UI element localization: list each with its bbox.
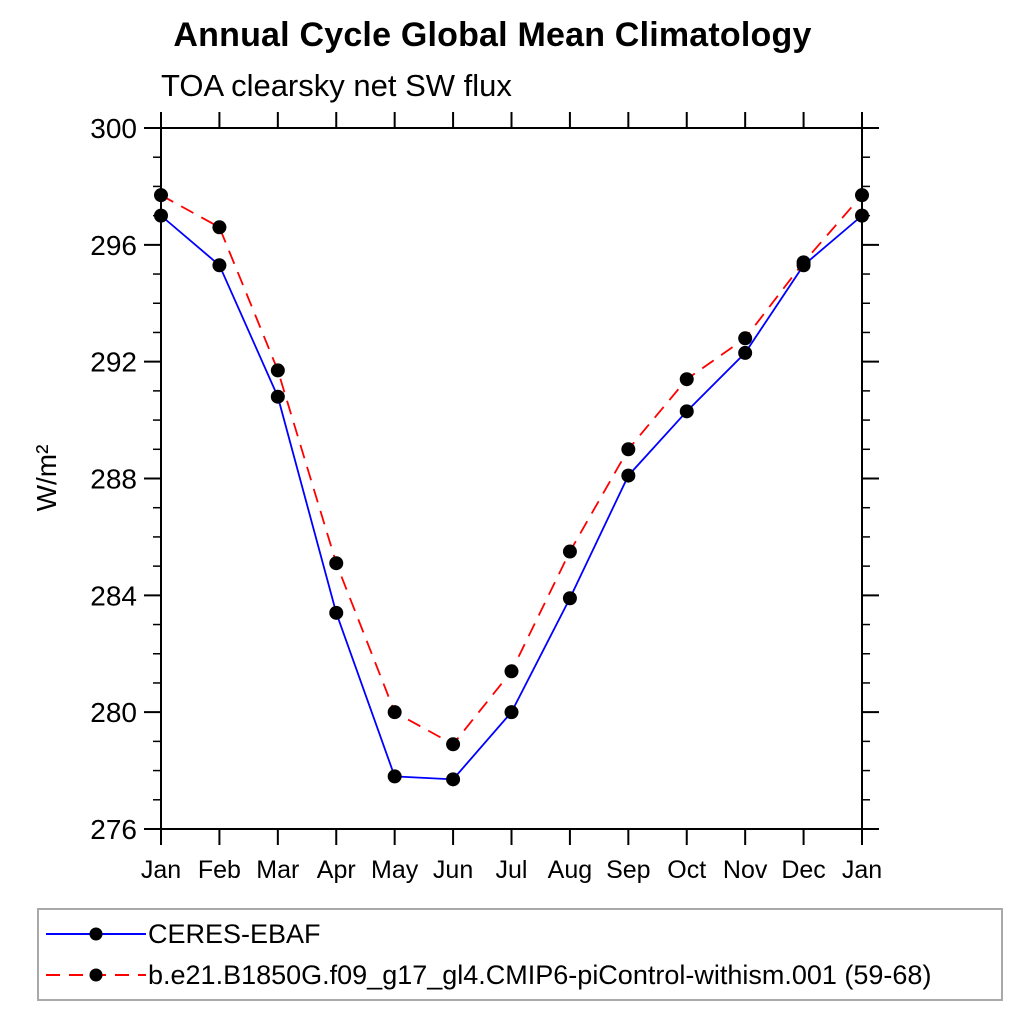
data-point-marker-s1: [387, 705, 402, 720]
data-point-marker-s0: [446, 772, 461, 787]
chart-subtitle: TOA clearsky net SW flux: [161, 68, 512, 103]
data-point-marker-s0: [738, 345, 753, 360]
data-point-marker-s1: [679, 372, 694, 387]
x-tick-label: Sep: [606, 856, 650, 884]
data-point-marker-s1: [154, 188, 168, 203]
data-point-marker-s1: [329, 556, 344, 571]
x-tick-label: Aug: [548, 856, 592, 884]
legend-line-sample-1: [46, 968, 146, 982]
y-tick-label: 288: [90, 464, 137, 495]
data-point-marker-s1: [621, 442, 636, 457]
x-tick-label: Dec: [781, 856, 825, 884]
legend-marker-icon: [89, 927, 103, 941]
chart-title: Annual Cycle Global Mean Climatology: [173, 16, 812, 54]
legend-label-0: CERES-EBAF: [148, 918, 321, 949]
data-point-marker-s1: [504, 664, 519, 679]
y-tick-label: 280: [90, 697, 137, 728]
data-point-marker-s1: [446, 737, 461, 752]
series-line-1: [160, 194, 863, 746]
y-tick-label: 300: [90, 113, 137, 144]
x-tick-label: Jan: [842, 856, 882, 884]
data-point-marker-s0: [270, 389, 285, 404]
x-tick-label: Jan: [141, 856, 181, 884]
series-line-0: [160, 214, 863, 781]
x-tick-label: Jul: [496, 856, 528, 884]
x-tick-label: Nov: [723, 856, 768, 884]
x-tick-label: Feb: [198, 856, 241, 884]
legend-item-0: CERES-EBAF: [39, 914, 1001, 955]
legend-label-1: b.e21.B1850G.f09_g17_gl4.CMIP6-piControl…: [148, 959, 932, 990]
legend-line-sample-0: [46, 927, 146, 941]
x-tick-label: Mar: [256, 856, 299, 884]
plot-border: [160, 127, 863, 830]
data-point-marker-s0: [212, 258, 227, 273]
x-tick-label: May: [371, 856, 419, 884]
legend-marker-icon: [89, 968, 103, 982]
x-tick-label: Jun: [433, 856, 473, 884]
y-tick-label: 276: [90, 814, 137, 845]
legend-item-1: b.e21.B1850G.f09_g17_gl4.CMIP6-piControl…: [39, 955, 1001, 996]
x-tick-label: Oct: [667, 856, 706, 884]
data-point-marker-s0: [562, 591, 577, 606]
data-point-marker-s0: [621, 468, 636, 483]
y-tick-label: 296: [90, 230, 137, 261]
data-point-marker-s0: [504, 705, 519, 720]
data-point-marker-s0: [154, 208, 168, 223]
data-point-marker-s1: [562, 544, 577, 559]
data-point-marker-s1: [212, 220, 227, 235]
y-tick-label: 292: [90, 347, 137, 378]
data-point-marker-s0: [679, 404, 694, 419]
x-tick-label: Apr: [317, 856, 356, 884]
y-tick-label: 284: [90, 580, 137, 611]
data-point-marker-s1: [270, 363, 285, 378]
data-point-marker-s0: [329, 605, 344, 620]
data-point-marker-s1: [855, 188, 869, 203]
legend: CERES-EBAF b.e21.B1850G.f09_g17_gl4.CMIP…: [37, 908, 1003, 1001]
data-point-marker-s1: [796, 255, 811, 270]
data-point-marker-s0: [387, 769, 402, 784]
data-point-marker-s0: [855, 208, 869, 223]
data-point-marker-s1: [738, 331, 753, 346]
